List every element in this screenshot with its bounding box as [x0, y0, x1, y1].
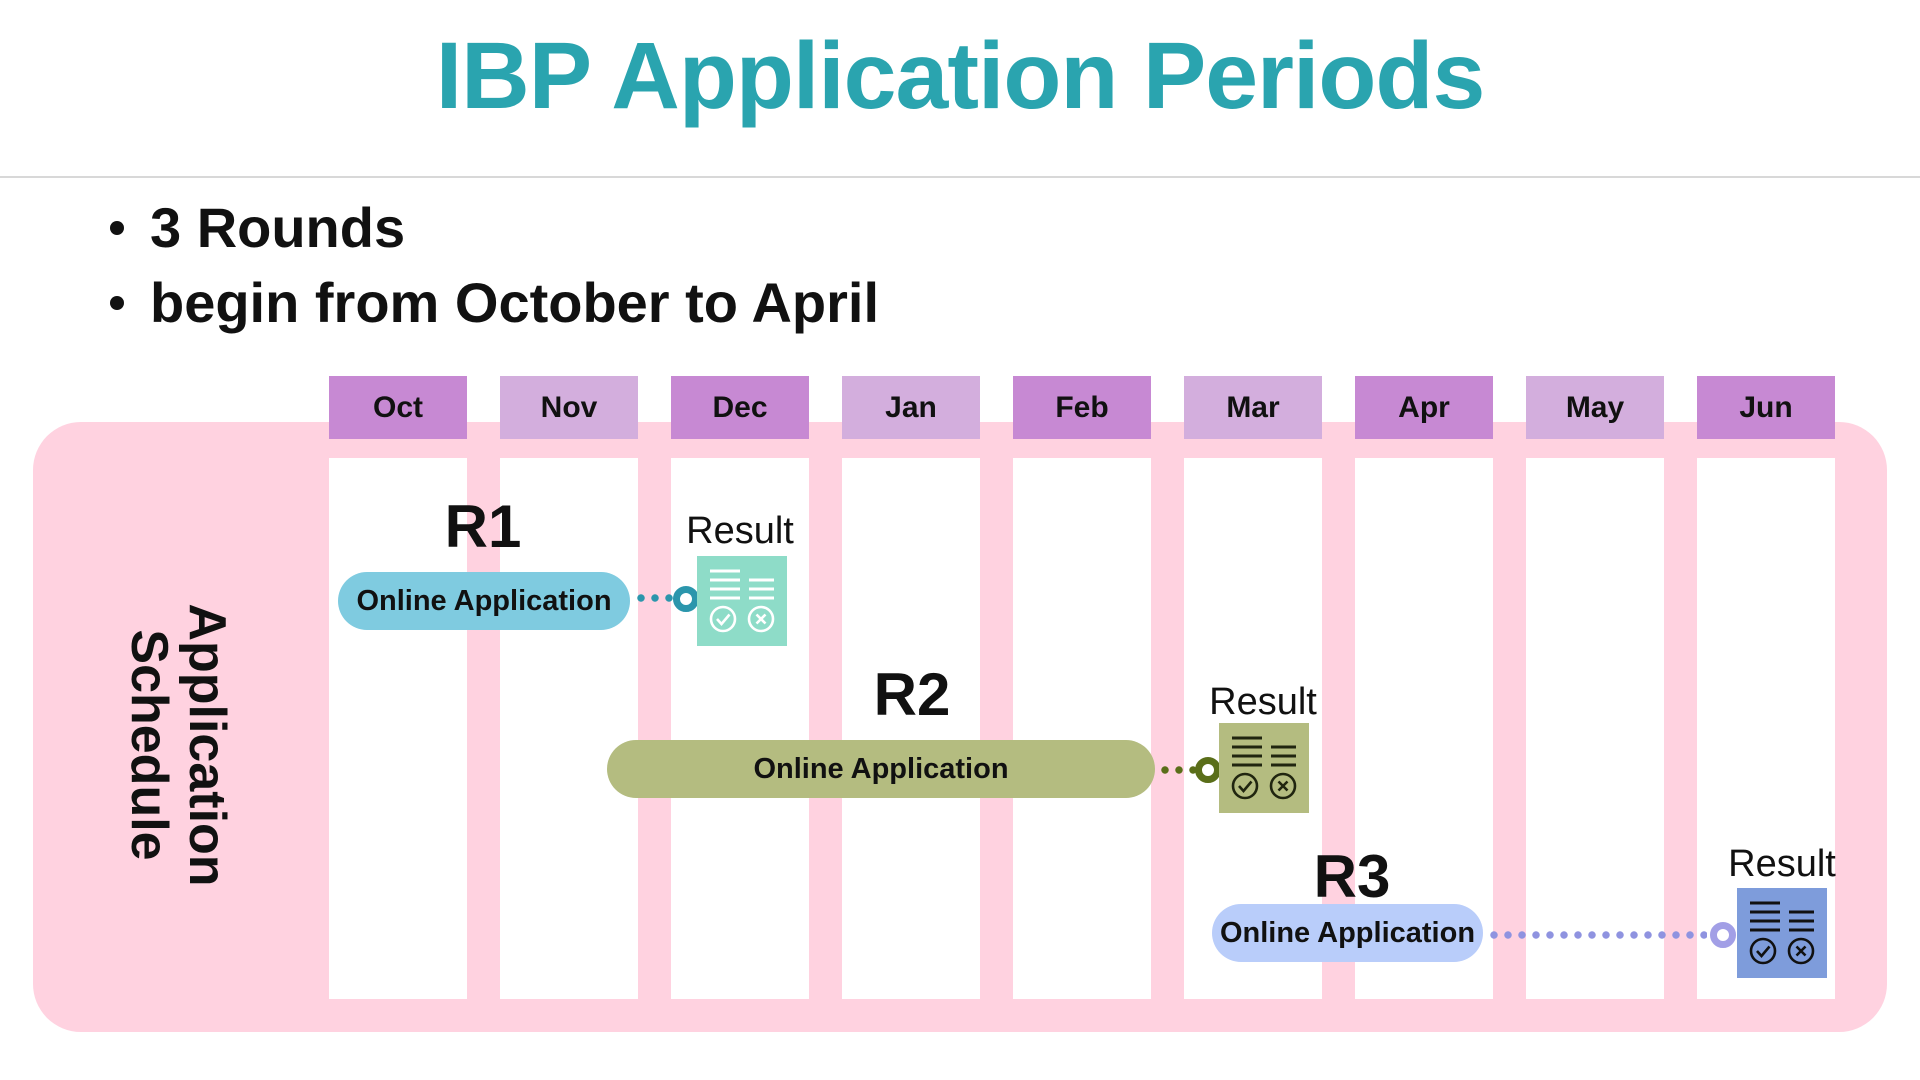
bullet-dot-icon: [110, 220, 124, 235]
month-header-apr: Apr: [1355, 376, 1493, 439]
round-2-result-label: Result: [1209, 681, 1317, 723]
month-header-dec: Dec: [671, 376, 809, 439]
round-2-connector-ring-icon: [1195, 757, 1221, 783]
month-header-may: May: [1526, 376, 1664, 439]
round-1-result-doc-icon: [697, 556, 787, 646]
month-column-jan: [842, 458, 980, 999]
round-3-label: R3: [1313, 843, 1391, 910]
round-1-result-label: Result: [686, 510, 794, 552]
round-3-result-doc-icon: [1737, 888, 1827, 978]
month-column-nov: [500, 458, 638, 999]
month-header-mar: Mar: [1184, 376, 1322, 439]
month-column-oct: [329, 458, 467, 999]
schedule-axis-label: Application Schedule: [120, 603, 236, 886]
round-3-connector-ring-icon: [1710, 922, 1736, 948]
month-header-nov: Nov: [500, 376, 638, 439]
round-2-dotted-connector: [1158, 765, 1196, 775]
month-column-may: [1526, 458, 1664, 999]
bullet-item: 3 Rounds: [110, 190, 879, 265]
round-1-dotted-connector: [634, 593, 674, 603]
month-header-oct: Oct: [329, 376, 467, 439]
page-title: IBP Application Periods: [435, 23, 1486, 129]
schedule-axis-label-line2: Schedule: [120, 629, 178, 861]
divider: [0, 176, 1920, 178]
round-3-result-label: Result: [1728, 843, 1836, 885]
bullet-text: begin from October to April: [150, 271, 880, 334]
month-header-feb: Feb: [1013, 376, 1151, 439]
month-header-jan: Jan: [842, 376, 980, 439]
round-1-label: R1: [444, 493, 522, 560]
bullet-dot-icon: [110, 295, 124, 310]
bullet-list: 3 Rounds begin from October to April: [110, 190, 879, 340]
bullet-text: 3 Rounds: [150, 196, 406, 259]
month-column-dec: [671, 458, 809, 999]
month-column-feb: [1013, 458, 1151, 999]
round-2-label: R2: [873, 661, 951, 728]
round-1-application-pill: Online Application: [338, 572, 630, 630]
round-2-result-doc-icon: [1219, 723, 1309, 813]
round-3-application-pill: Online Application: [1212, 904, 1483, 962]
round-1-connector-ring-icon: [673, 586, 699, 612]
month-header-jun: Jun: [1697, 376, 1835, 439]
round-2-application-pill: Online Application: [607, 740, 1155, 798]
bullet-item: begin from October to April: [110, 265, 879, 340]
round-3-dotted-connector: [1487, 930, 1707, 940]
schedule-axis-label-line1: Application: [178, 603, 237, 887]
